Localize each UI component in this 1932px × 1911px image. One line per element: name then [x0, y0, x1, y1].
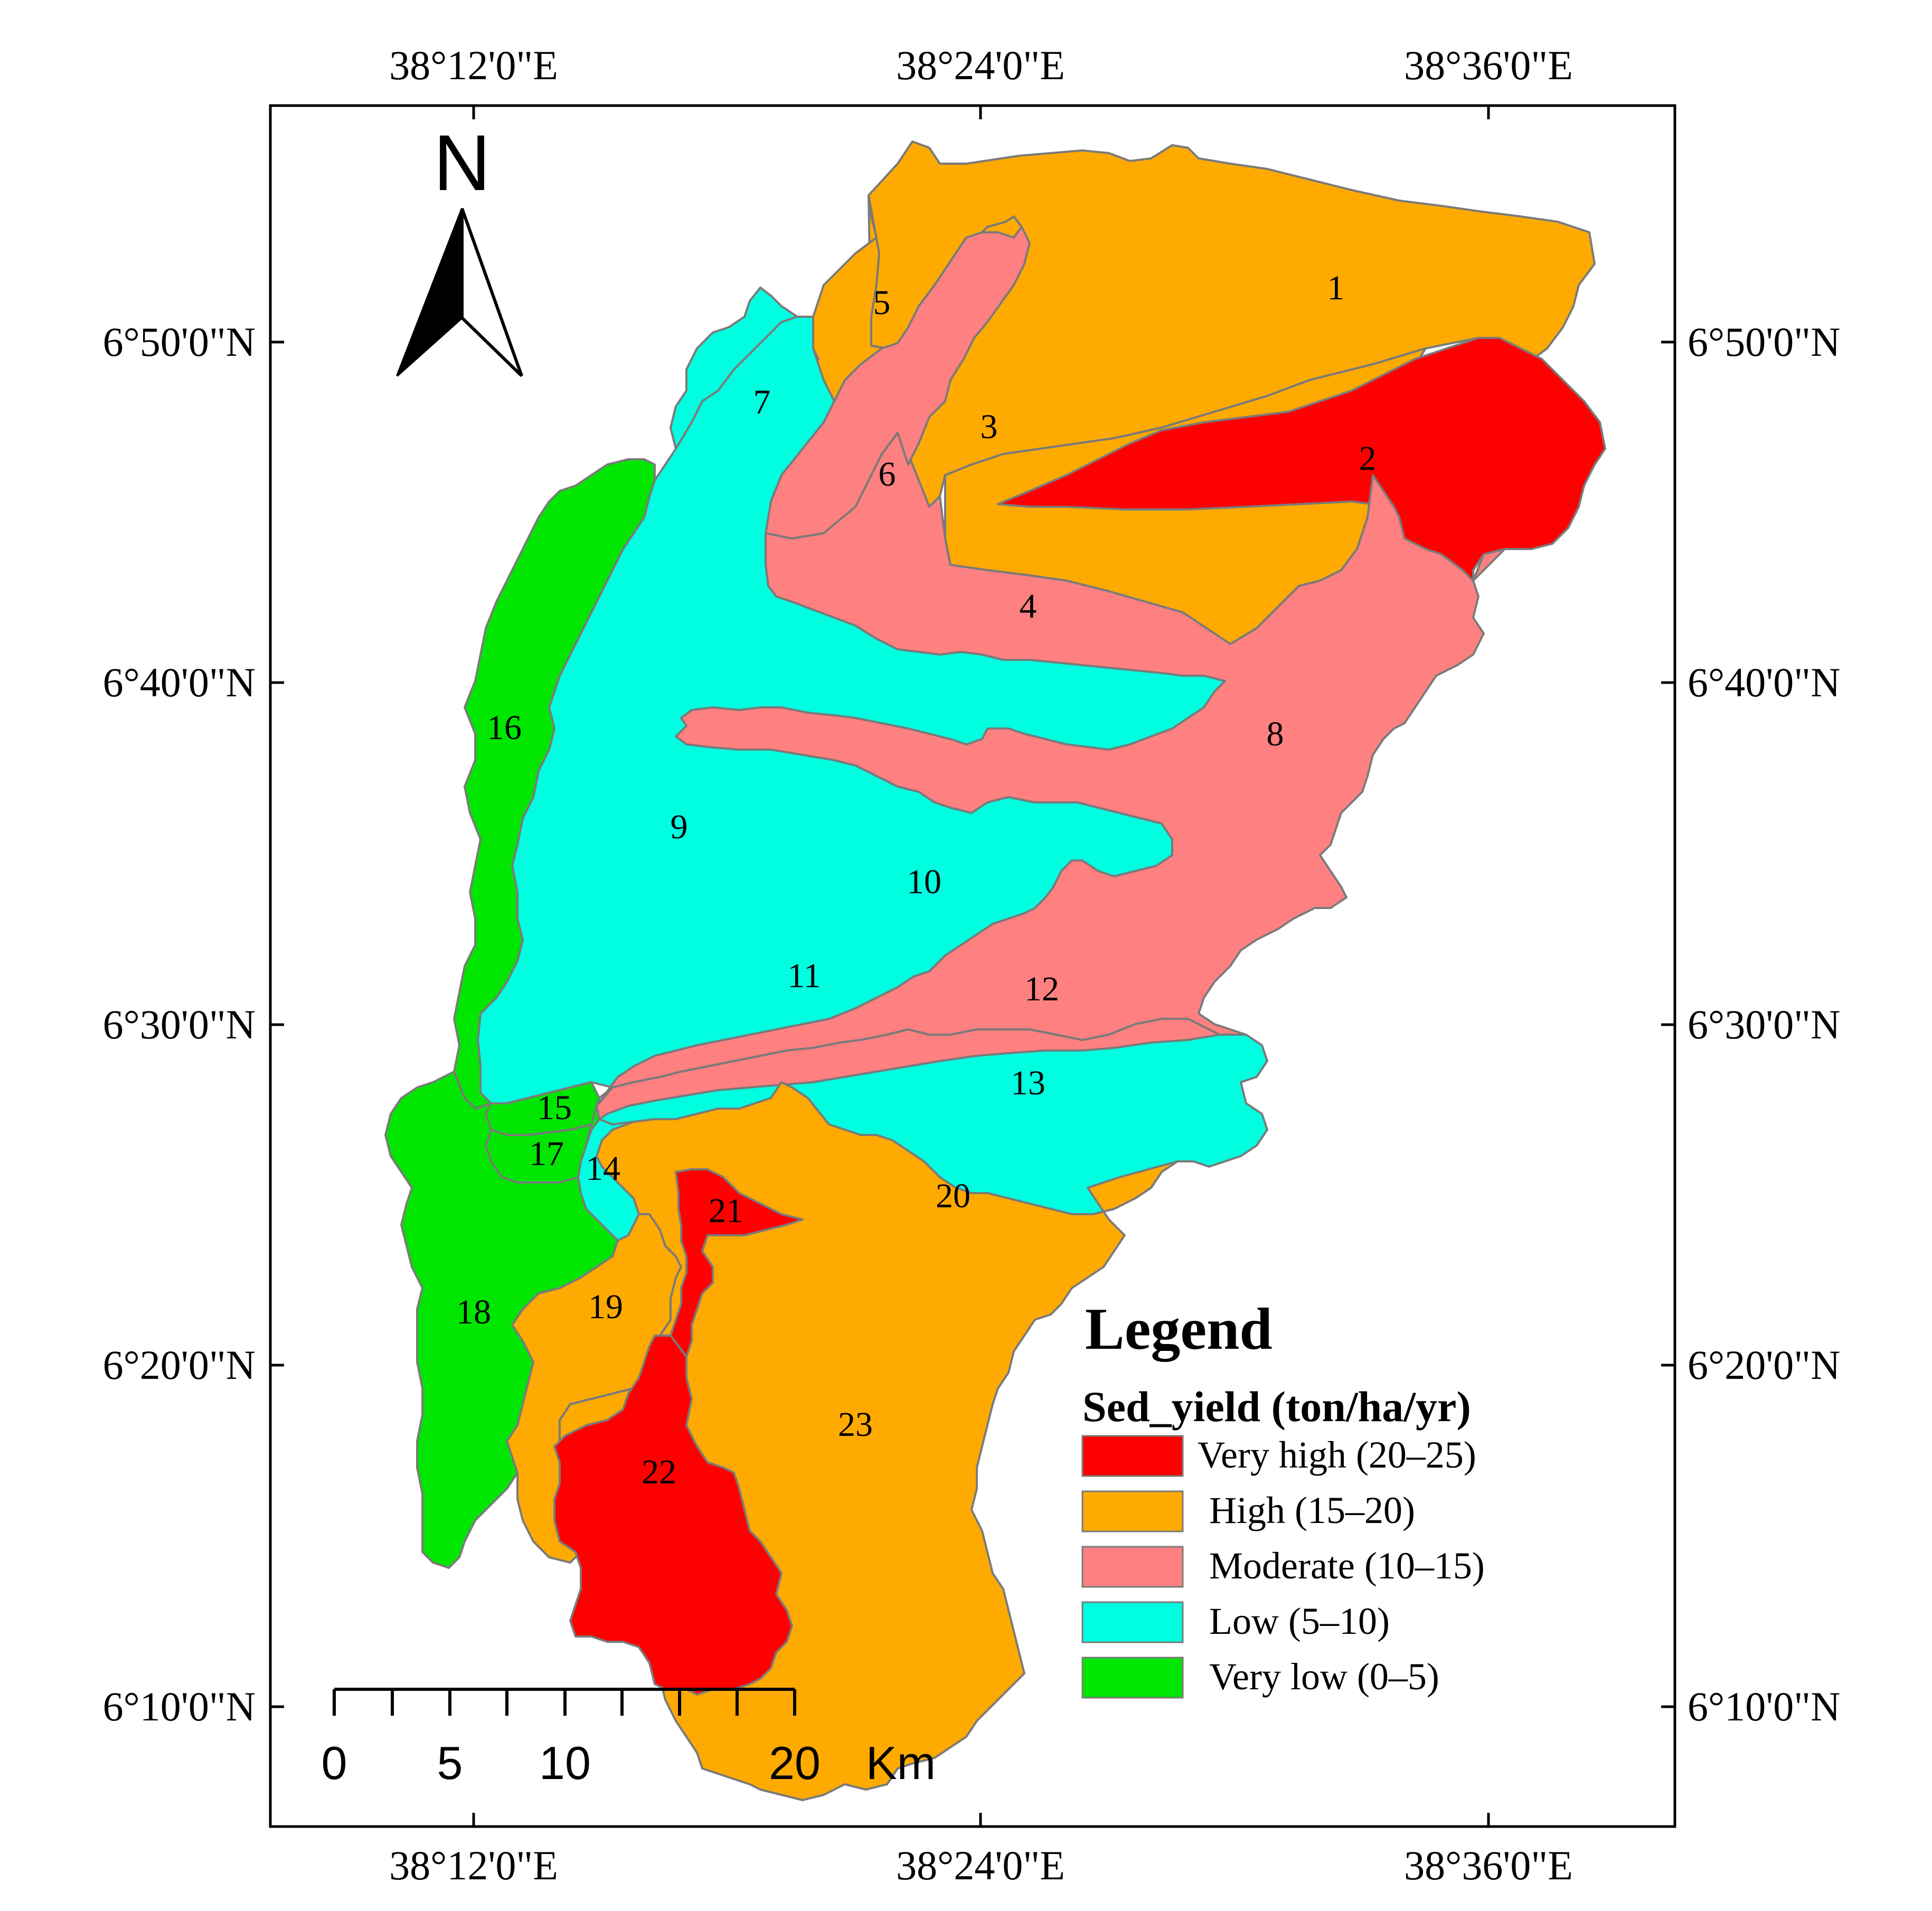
legend-swatch-high — [1081, 1490, 1184, 1532]
legend: Legend Sed_yield (ton/ha/yr) Very high (… — [1081, 1297, 1485, 1699]
subbasin-label: 1 — [1327, 269, 1345, 307]
right-lat-label: 6°10'0"N — [1688, 1683, 1840, 1729]
subbasin-label: 5 — [873, 283, 891, 322]
scale-bar: 0 5 10 20 Km — [322, 1688, 936, 1789]
legend-label: Very high (20–25) — [1198, 1434, 1476, 1476]
subbasin-label: 10 — [907, 863, 941, 901]
subbasin-label: 17 — [529, 1134, 564, 1173]
legend-subtitle: Sed_yield (ton/ha/yr) — [1082, 1383, 1471, 1431]
legend-label: High (15–20) — [1209, 1489, 1415, 1531]
subbasin-label: 22 — [642, 1453, 676, 1491]
subbasin-label: 20 — [936, 1177, 970, 1215]
subbasin-labels: 1 2 3 4 5 6 7 8 9 10 11 12 13 14 15 16 1… — [456, 269, 1377, 1491]
subbasin-label: 11 — [787, 957, 821, 995]
scale-label: 5 — [437, 1737, 463, 1789]
subbasin-label: 8 — [1267, 715, 1284, 753]
bottom-lon-label: 38°12'0"E — [389, 1842, 558, 1888]
subbasin-label: 12 — [1024, 970, 1059, 1008]
top-lon-label: 38°24'0"E — [896, 42, 1065, 88]
legend-swatch-low — [1081, 1601, 1184, 1643]
left-lat-label: 6°50'0"N — [103, 319, 256, 365]
subbasin-21 — [670, 1168, 804, 1368]
legend-label: Moderate (10–15) — [1209, 1545, 1485, 1587]
subbasin-label: 9 — [671, 808, 688, 846]
right-lat-label: 6°40'0"N — [1688, 659, 1840, 705]
subbasin-7 — [670, 287, 798, 450]
legend-swatch-very-high — [1081, 1435, 1184, 1477]
legend-label: Very low (0–5) — [1209, 1655, 1439, 1698]
subbasin-label: 21 — [709, 1191, 743, 1230]
legend-swatch-very-low — [1081, 1657, 1184, 1699]
subbasin-label: 7 — [753, 383, 771, 421]
top-lon-label: 38°12'0"E — [389, 42, 558, 88]
subbasin-label: 16 — [487, 708, 522, 747]
legend-swatch-moderate — [1081, 1546, 1184, 1588]
bottom-lon-label: 38°24'0"E — [896, 1842, 1065, 1888]
subbasin-label: 3 — [981, 408, 998, 446]
subbasin-label: 19 — [588, 1288, 623, 1326]
subbasin-17 — [485, 1123, 592, 1184]
subbasin-label: 4 — [1020, 587, 1037, 626]
right-lat-label: 6°30'0"N — [1688, 1001, 1840, 1047]
left-lat-label: 6°20'0"N — [103, 1342, 256, 1388]
subbasins — [384, 140, 1606, 1801]
north-arrow: N — [396, 118, 523, 377]
subbasin-label: 14 — [586, 1149, 620, 1188]
scale-label: 0 — [322, 1737, 347, 1789]
left-lat-label: 6°40'0"N — [103, 659, 256, 705]
subbasin-label: 2 — [1359, 439, 1377, 478]
subbasin-label: 13 — [1011, 1064, 1045, 1102]
scale-unit: Km — [866, 1737, 936, 1789]
subbasin-label: 23 — [838, 1405, 873, 1444]
left-lat-label: 6°10'0"N — [103, 1683, 256, 1729]
subbasin-label: 18 — [456, 1293, 491, 1331]
subbasin-label: 6 — [879, 455, 896, 494]
legend-label: Low (5–10) — [1209, 1600, 1390, 1642]
legend-title: Legend — [1085, 1297, 1273, 1362]
left-lat-label: 6°30'0"N — [103, 1001, 256, 1047]
scale-label: 20 — [769, 1737, 821, 1789]
right-lat-label: 6°20'0"N — [1688, 1342, 1840, 1388]
subbasin-label: 15 — [537, 1089, 572, 1127]
graticule-ticks — [270, 106, 1675, 1827]
scale-label: 10 — [539, 1737, 591, 1789]
north-arrow-label: N — [433, 118, 491, 207]
bottom-lon-label: 38°36'0"E — [1404, 1842, 1573, 1888]
north-arrow-right-half — [460, 207, 523, 377]
coordinate-labels: 38°12'0"E 38°24'0"E 38°36'0"E 38°12'0"E … — [103, 42, 1841, 1888]
top-lon-label: 38°36'0"E — [1404, 42, 1573, 88]
right-lat-label: 6°50'0"N — [1688, 319, 1840, 365]
